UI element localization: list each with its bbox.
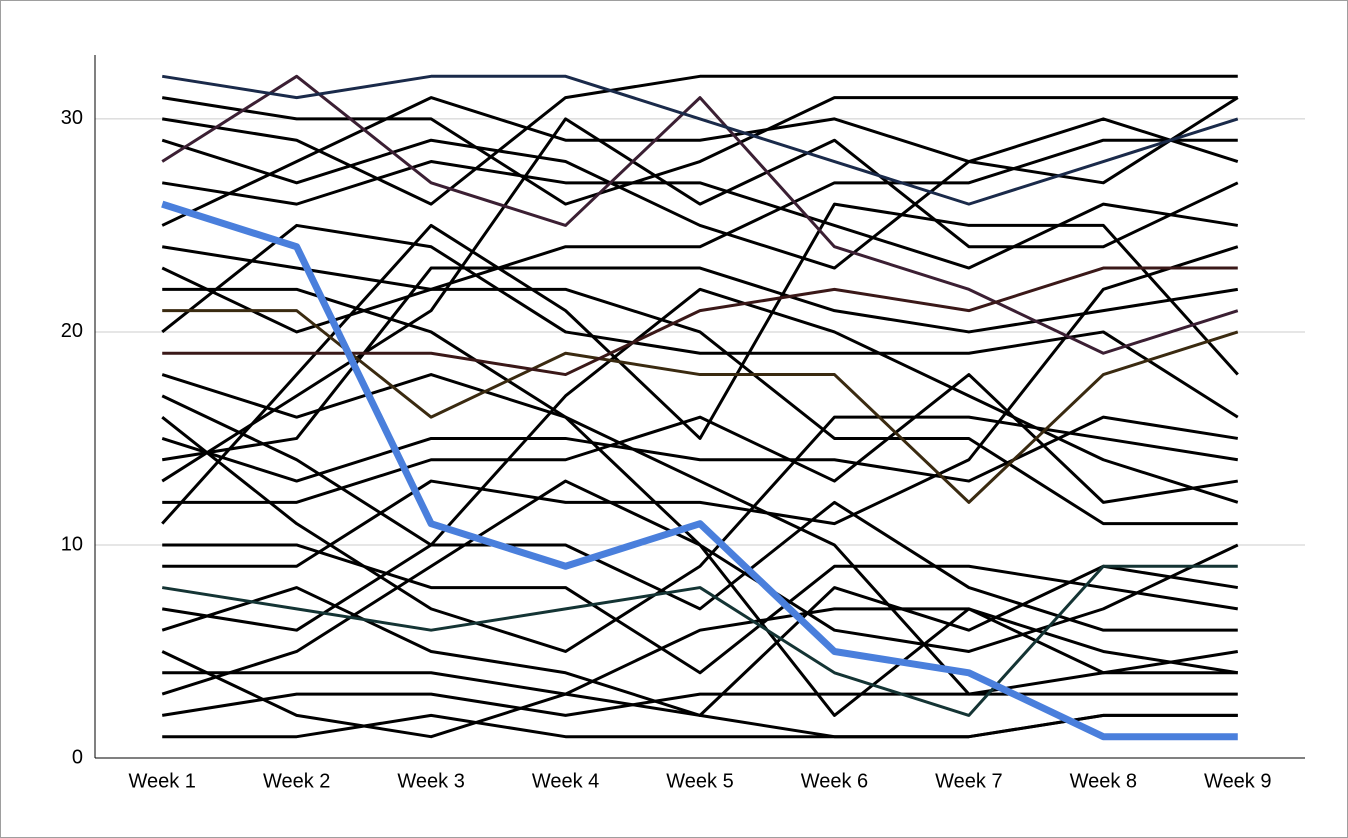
series-line — [161, 564, 1239, 717]
x-tick-label: Week 5 — [666, 770, 733, 792]
x-tick-label: Week 2 — [263, 770, 330, 792]
series-line — [161, 245, 1238, 526]
series-line — [161, 200, 1238, 741]
series-line — [161, 117, 1239, 270]
series-line — [162, 543, 1239, 675]
y-tick-label: 30 — [61, 107, 83, 129]
series-line — [161, 415, 1239, 653]
x-tick-label: Week 8 — [1070, 770, 1137, 792]
series-line — [161, 266, 1239, 462]
series-line — [161, 607, 1239, 739]
x-tick-label: Week 4 — [532, 770, 599, 792]
series-line — [161, 138, 1238, 334]
series-line — [162, 287, 1239, 653]
y-tick-label: 20 — [61, 320, 83, 342]
series-line — [161, 96, 1238, 206]
series-line — [162, 266, 1238, 377]
y-tick-label: 0 — [72, 746, 83, 768]
series-line — [161, 160, 1239, 270]
x-tick-label: Week 1 — [128, 770, 195, 792]
x-tick-label: Week 9 — [1204, 770, 1271, 792]
series-line — [161, 223, 1239, 419]
series-line — [161, 692, 1238, 717]
series-line — [161, 373, 1238, 696]
y-tick-label: 10 — [61, 533, 83, 555]
x-tick-label: Week 3 — [397, 770, 464, 792]
x-tick-label: Week 7 — [935, 770, 1002, 792]
series-line — [161, 564, 1238, 717]
series-line — [162, 245, 1239, 568]
series-line — [161, 74, 1239, 206]
series-line — [161, 74, 1239, 355]
x-tick-label: Week 6 — [801, 770, 868, 792]
series-line — [161, 117, 1239, 483]
series-line — [161, 287, 1239, 547]
series-line — [161, 74, 1238, 206]
